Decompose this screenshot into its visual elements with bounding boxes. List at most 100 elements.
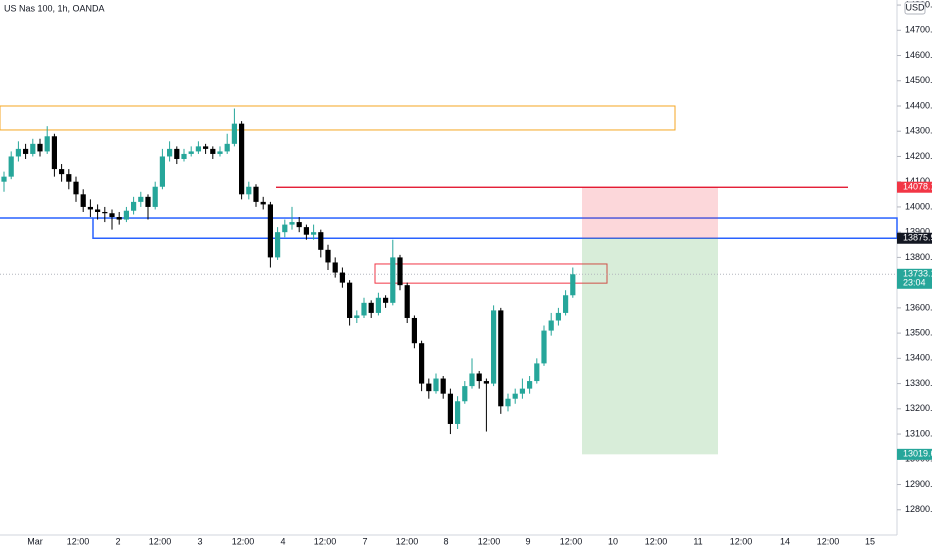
candle-body: [541, 330, 547, 364]
candle-body: [15, 148, 21, 157]
candle-body: [505, 398, 511, 407]
candle-body: [30, 143, 36, 154]
candle-body: [87, 206, 93, 210]
candle-body: [224, 143, 230, 152]
y-tick-label: 13800.0: [905, 252, 932, 262]
candle-body: [411, 317, 417, 344]
y-tick-label: 12800.0: [905, 504, 932, 514]
y-tick-label: 13500.0: [905, 327, 932, 337]
candle-body: [95, 209, 101, 212]
y-tick-label: 14700.0: [905, 25, 932, 35]
candle-body: [210, 148, 216, 154]
candle-body: [347, 282, 353, 318]
y-tick-label: 14600.0: [905, 50, 932, 60]
candle-body: [512, 393, 518, 399]
candle-body: [498, 310, 504, 407]
candle-body: [152, 186, 158, 207]
x-tick-label: 10: [608, 536, 618, 546]
candle-body: [102, 211, 108, 214]
candle-body: [181, 153, 187, 159]
candle-body: [59, 169, 65, 175]
candle-body: [131, 201, 137, 211]
price-tag-label: 14078.1: [903, 182, 932, 192]
candle-body: [318, 232, 324, 250]
candle-body: [491, 310, 497, 384]
candle-body: [527, 381, 533, 389]
x-tick-label: 12:00: [730, 536, 753, 546]
x-tick-label: Mar: [27, 536, 43, 546]
candle-body: [188, 151, 194, 154]
x-tick-label: 12:00: [560, 536, 583, 546]
price-tag-label: 13733.1: [903, 269, 932, 279]
candle-body: [123, 210, 129, 220]
candle-body: [145, 196, 151, 207]
y-tick-label: 14100.0: [905, 176, 932, 186]
candle-body: [361, 302, 367, 316]
x-tick-label: 14: [780, 536, 790, 546]
candle-body: [195, 146, 201, 152]
candle-body: [282, 224, 288, 233]
candle-body: [289, 222, 295, 225]
target-zone: [582, 238, 718, 455]
chart-title: US Nas 100, 1h, OANDA: [4, 3, 105, 13]
x-tick-label: 12:00: [232, 536, 255, 546]
candle-body: [368, 302, 374, 313]
price-tag: [897, 232, 932, 244]
x-tick-label: 11: [693, 536, 702, 546]
candle-body: [433, 378, 439, 392]
stop-zone: [582, 187, 718, 239]
candle-body: [267, 204, 273, 258]
candle-body: [44, 136, 50, 152]
y-tick-label: 13400.0: [905, 353, 932, 363]
candle-body: [167, 148, 173, 157]
candle-body: [390, 257, 396, 303]
x-tick-label: 12:00: [645, 536, 668, 546]
candle-body: [260, 201, 266, 205]
candle-body: [325, 249, 331, 263]
candle-body: [303, 227, 309, 235]
y-tick-label: 14300.0: [905, 126, 932, 136]
y-tick-label: 13600.0: [905, 302, 932, 312]
x-tick-label: 12:00: [396, 536, 419, 546]
countdown: 23:04: [903, 278, 926, 288]
candle-body: [239, 123, 245, 195]
candle-body: [455, 401, 461, 424]
candle-body: [519, 388, 525, 394]
candle-body: [51, 136, 57, 170]
x-tick-label: 12:00: [817, 536, 840, 546]
candle-body: [469, 373, 475, 387]
y-tick-label: 13100.0: [905, 428, 932, 438]
zone: [0, 105, 676, 131]
y-tick-label: 13900.0: [905, 227, 932, 237]
price-tag-label: 13019.6: [903, 449, 932, 459]
candle-body: [80, 194, 86, 207]
candle-body: [217, 151, 223, 154]
candle-body: [73, 181, 79, 195]
candle-body: [447, 393, 453, 424]
candle-body: [375, 297, 381, 313]
candle-body: [23, 148, 29, 154]
candle-body: [570, 274, 576, 296]
x-tick-label: 12:00: [149, 536, 172, 546]
candle-body: [246, 186, 252, 195]
candle-body: [66, 174, 72, 182]
x-tick-label: 8: [443, 536, 448, 546]
y-tick-label: 12900.0: [905, 479, 932, 489]
candle-body: [354, 315, 360, 318]
x-tick-label: 12:00: [314, 536, 337, 546]
currency: USD: [905, 2, 925, 12]
candle-body: [476, 373, 482, 382]
candle-body: [138, 196, 144, 202]
candle-body: [275, 232, 281, 258]
zone: [92, 217, 898, 240]
candle-body: [383, 297, 389, 303]
candle-body: [37, 143, 43, 152]
candle-body: [8, 156, 14, 177]
candle-body: [311, 232, 317, 235]
x-tick-label: 15: [865, 536, 875, 546]
candle-body: [419, 343, 425, 384]
candle-body: [548, 320, 554, 331]
candle-body: [253, 186, 259, 202]
